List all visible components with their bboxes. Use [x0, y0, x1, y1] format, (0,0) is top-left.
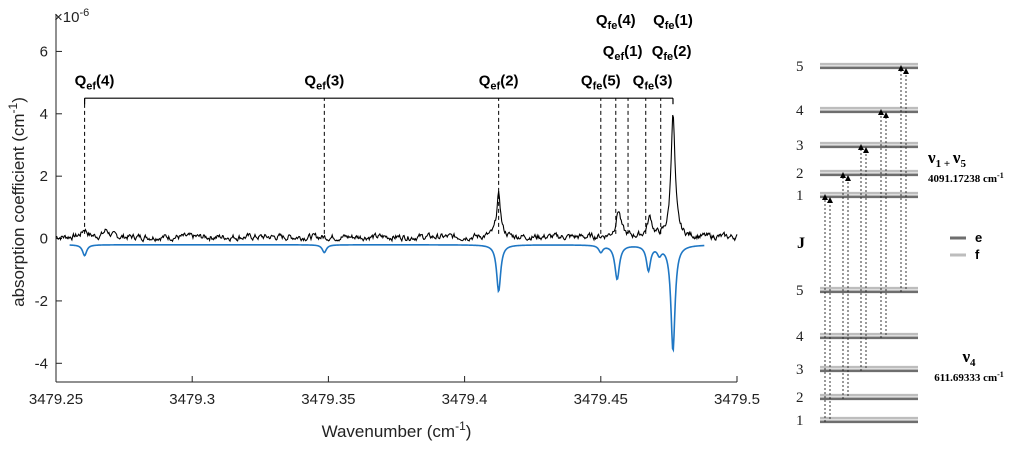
- x-tick-label: 3479.3: [169, 391, 215, 408]
- transition-arrowhead: [898, 65, 904, 71]
- branch-annotation: Qfe(5): [581, 73, 621, 93]
- legend-label-f: f: [975, 247, 980, 262]
- x-axis-label: Wavenumber (cm-1): [322, 419, 472, 441]
- observed-spectrum-line: [55, 114, 738, 243]
- upper-level-label: 2: [796, 166, 804, 182]
- j-axis-label: J: [797, 235, 805, 252]
- transition-arrowhead: [903, 68, 909, 74]
- simulated-spectrum-line: [69, 244, 705, 353]
- x-tick-label: 3479.45: [574, 391, 628, 408]
- lower-level-label: 3: [796, 362, 804, 378]
- y-multiplier: ×10-6: [54, 7, 89, 26]
- branch-annotation: Qfe(3): [633, 73, 673, 93]
- upper-state-label: ν1 + ν5: [927, 148, 967, 170]
- upper-level-label: 5: [796, 59, 804, 75]
- y-tick-label: 2: [40, 168, 48, 185]
- branch-annotation: Qef(3): [304, 73, 344, 93]
- x-tick-label: 3479.4: [442, 391, 488, 408]
- upper-level-label: 4: [796, 103, 804, 119]
- transition-arrowhead: [840, 172, 846, 178]
- branch-annotation: Qfe(2): [652, 43, 692, 63]
- transition-arrowhead: [845, 175, 851, 181]
- upper-level-label: 1: [796, 188, 804, 204]
- branch-annotation: Qfe(1): [653, 12, 693, 32]
- y-tick-label: 4: [40, 106, 48, 123]
- lower-state-label: ν4: [961, 347, 976, 369]
- y-tick-label: 0: [40, 231, 48, 248]
- y-tick-label: -2: [35, 293, 48, 310]
- legend-label-e: e: [975, 230, 982, 245]
- branch-annotation: Qef(2): [479, 73, 519, 93]
- x-tick-label: 3479.5: [714, 391, 760, 408]
- upper-state-energy: 4091.17238 cm-1: [928, 171, 1004, 185]
- branch-annotation: Qef(4): [75, 73, 115, 93]
- y-axis-label: absorption coefficient (cm-1): [6, 97, 28, 307]
- transition-arrowhead: [878, 109, 884, 115]
- lower-state-energy: 611.69333 cm-1: [934, 370, 1004, 384]
- transition-arrowhead: [827, 197, 833, 203]
- lower-level-label: 2: [796, 390, 804, 406]
- transition-arrowhead: [883, 112, 889, 118]
- branch-annotation: Qfe(4): [596, 12, 636, 32]
- x-tick-label: 3479.35: [301, 391, 355, 408]
- upper-level-label: 3: [796, 138, 804, 154]
- branch-annotation: Qef(1): [603, 43, 643, 63]
- y-tick-label: 6: [40, 43, 48, 60]
- x-tick-label: 3479.25: [29, 391, 83, 408]
- y-tick-label: -4: [35, 355, 48, 372]
- transition-arrowhead: [822, 194, 828, 200]
- transition-arrowhead: [858, 144, 864, 150]
- lower-level-label: 4: [796, 329, 804, 345]
- lower-level-label: 1: [796, 413, 804, 429]
- lower-level-label: 5: [796, 283, 804, 299]
- transition-arrowhead: [863, 147, 869, 153]
